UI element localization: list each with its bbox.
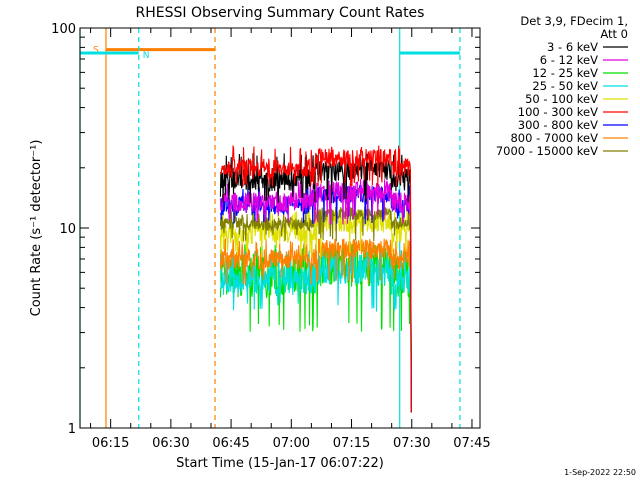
series-trace-8 [219, 206, 412, 413]
annotation-label-1: N [143, 51, 150, 61]
series-trace-1 [219, 179, 412, 413]
plot-region: SN [79, 28, 461, 428]
legend-header-line-1: Det 3,9, FDecim 1, [520, 14, 628, 28]
legend-label-3: 25 - 50 keV [532, 79, 598, 93]
series-trace-4 [219, 209, 412, 413]
plot-frame [79, 27, 481, 429]
axes: 06:15 06:30 06:45 07:00 07:15 07:30 07:45 1 10 10… [51, 22, 491, 451]
legend-label-7: 800 - 7000 keV [510, 131, 598, 145]
legend-label-8: 7000 - 15000 keV [496, 144, 598, 158]
x-tick-label-0: 06:15 [92, 436, 129, 451]
x-tick-label-6: 07:45 [453, 436, 490, 451]
x-tick-label-1: 06:30 [152, 436, 189, 451]
legend-header-line-2: Att 0 [600, 27, 628, 41]
legend-label-1: 6 - 12 keV [540, 53, 598, 67]
y-tick-label-1: 10 [59, 222, 76, 237]
y-tick-label-0: 1 [68, 422, 76, 437]
legend-label-2: 12 - 25 keV [532, 66, 598, 80]
chart-title: RHESSI Observing Summary Count Rates [136, 5, 425, 21]
series-trace-5 [219, 144, 412, 413]
footer-date: 1-Sep-2022 22:50 [564, 468, 636, 477]
y-tick-label-2: 100 [51, 22, 76, 37]
x-tick-label-2: 06:45 [212, 436, 249, 451]
x-tick-label-4: 07:15 [333, 436, 370, 451]
annotation-label-0: S [93, 46, 99, 56]
legend-label-4: 50 - 100 keV [525, 92, 598, 106]
legend-label-0: 3 - 6 keV [547, 40, 598, 54]
x-tick-label-3: 07:00 [273, 436, 310, 451]
y-axis-label: Count Rate (s⁻¹ detector⁻¹) [29, 140, 44, 317]
x-axis-label: Start Time (15-Jan-17 06:07:22) [176, 456, 384, 471]
series-trace-7 [219, 237, 412, 413]
x-tick-label-5: 07:30 [393, 436, 430, 451]
legend-label-5: 100 - 300 keV [518, 105, 598, 119]
legend-label-6: 300 - 800 keV [518, 118, 598, 132]
